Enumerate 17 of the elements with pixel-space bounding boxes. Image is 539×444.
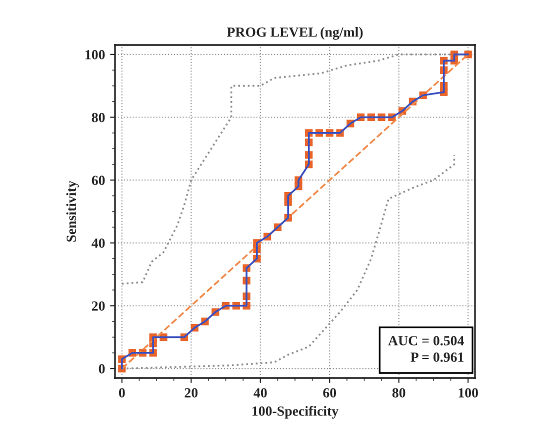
x-tick-label: 0 bbox=[118, 388, 125, 398]
x-tick-label: 100 bbox=[458, 388, 478, 398]
x-axis-title: 100-Specificity bbox=[252, 406, 338, 419]
chart-title: PROG LEVEL (ng/ml) bbox=[226, 27, 363, 40]
y-axis-title: Sensitivity bbox=[66, 180, 79, 242]
annotation: AUC = 0.504 bbox=[388, 336, 464, 346]
x-tick-label: 40 bbox=[254, 388, 267, 398]
y-tick-label: 80 bbox=[92, 112, 105, 122]
x-tick-label: 60 bbox=[323, 388, 336, 398]
y-tick-label: 40 bbox=[92, 238, 105, 248]
x-tick-label: 20 bbox=[184, 388, 198, 398]
y-tick-label: 100 bbox=[86, 50, 105, 60]
y-tick-label: 0 bbox=[98, 364, 105, 374]
x-tick-label: 80 bbox=[392, 388, 406, 398]
annotation: P = 0.961 bbox=[410, 352, 464, 362]
y-tick-label: 60 bbox=[92, 176, 105, 186]
y-tick-label: 20 bbox=[92, 301, 105, 311]
